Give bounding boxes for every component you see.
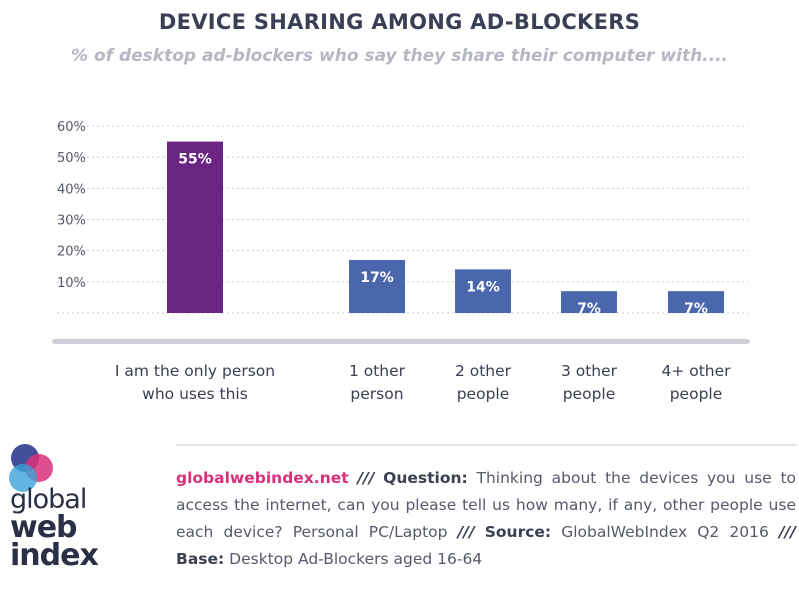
footnote-source-text: GlobalWebIndex Q2 2016 — [561, 523, 769, 541]
y-tick-label: 50% — [57, 151, 86, 166]
footnote-question-text: Thinking about the devices you use to ac… — [176, 469, 796, 541]
y-tick-label: 20% — [57, 245, 86, 260]
x-category-label: 3 other people — [560, 362, 618, 403]
footnote-question-label: Question: — [383, 469, 468, 487]
logo-text-web: web — [10, 510, 78, 545]
footnote-separator: /// — [357, 469, 375, 487]
chart-footnote: globalwebindex.net /// Question: Thinkin… — [176, 465, 796, 573]
x-category-label: 2 other people — [454, 362, 512, 403]
footer-divider — [176, 444, 796, 446]
chart-subtitle: % of desktop ad-blockers who say they sh… — [71, 46, 728, 66]
x-category-label: 1 other person — [348, 362, 406, 403]
bar — [455, 269, 511, 313]
footnote-brand-link[interactable]: globalwebindex.net — [176, 469, 349, 487]
footnote-base-text: Desktop Ad-Blockers aged 16-64 — [229, 550, 483, 568]
y-tick-label: 60% — [57, 120, 86, 135]
x-axis-line — [52, 339, 750, 344]
bar-chart: 10% 20% 30% 40% 50% 60% 55% 17% 14% 7% 7% — [52, 120, 750, 344]
bar-data-label: 7% — [684, 301, 708, 317]
logo-text-global: global — [10, 484, 87, 515]
footnote-source-label: Source: — [484, 523, 552, 541]
bar — [349, 260, 405, 313]
footnote-separator: /// — [457, 523, 475, 541]
bar — [668, 291, 724, 313]
bar-data-label: 14% — [466, 279, 500, 295]
y-tick-label: 30% — [57, 214, 86, 229]
x-category-label: I am the only person who uses this — [114, 362, 276, 403]
footnote-base-label: Base: — [176, 550, 225, 568]
chart-title: DEVICE SHARING AMONG AD-BLOCKERS — [158, 10, 641, 34]
y-tick-label: 10% — [57, 276, 86, 291]
bar-data-label: 17% — [360, 270, 394, 286]
logo-text-index: index — [10, 538, 99, 573]
bar-data-label: 55% — [178, 152, 212, 168]
bar-data-label: 7% — [577, 301, 601, 317]
y-tick-label: 40% — [57, 182, 86, 197]
bar — [561, 291, 617, 313]
bar — [167, 141, 223, 313]
gwi-logo-icon — [9, 444, 53, 492]
x-category-label: 4+ other people — [661, 362, 731, 403]
footnote-separator: /// — [778, 523, 796, 541]
